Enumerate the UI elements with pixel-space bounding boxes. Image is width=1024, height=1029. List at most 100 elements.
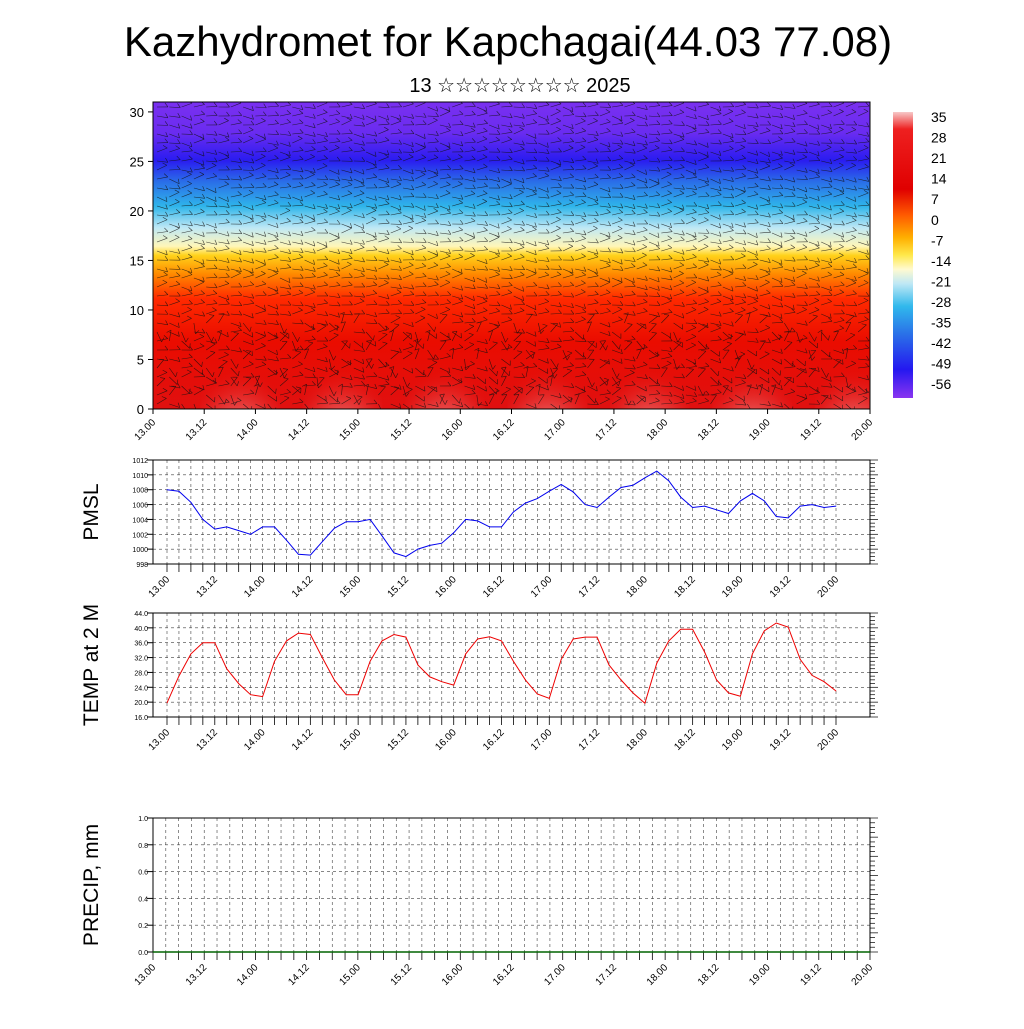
data-point <box>250 694 251 695</box>
series-line <box>167 471 836 556</box>
colorbar-label: 21 <box>931 150 947 166</box>
y-tick-label: 20 <box>130 204 144 219</box>
data-point <box>441 681 442 682</box>
data-point <box>334 679 335 680</box>
y-tick-label: 28.0 <box>134 670 148 677</box>
data-point <box>226 668 227 669</box>
x-tick-label: 19.12 <box>798 417 824 443</box>
data-point <box>204 952 205 953</box>
x-tick-label: 15.00 <box>338 727 364 753</box>
x-tick-label: 13.12 <box>184 417 210 443</box>
data-point <box>824 507 825 508</box>
data-point <box>489 636 490 637</box>
data-point <box>465 519 466 520</box>
y-tick-label: 1006 <box>132 503 148 510</box>
y-tick-label: 15 <box>130 253 144 268</box>
x-tick-label: 17.00 <box>529 574 555 600</box>
x-tick-label: 15.12 <box>386 574 412 600</box>
colorbar-label: -35 <box>931 315 951 331</box>
x-tick-label: 15.00 <box>338 417 364 443</box>
x-tick-label: 13.00 <box>133 962 159 988</box>
data-point <box>191 952 192 953</box>
data-point <box>776 516 777 517</box>
data-point <box>489 526 490 527</box>
data-point <box>665 952 666 953</box>
grid <box>153 460 870 564</box>
data-point <box>680 497 681 498</box>
data-point <box>818 952 819 953</box>
data-point <box>274 661 275 662</box>
data-point <box>306 952 307 953</box>
data-point <box>788 518 789 519</box>
data-point <box>190 502 191 503</box>
data-point <box>167 489 168 490</box>
y-tick-label: 0.4 <box>138 896 148 903</box>
x-tick-label: 18.00 <box>645 417 671 443</box>
data-point <box>153 952 154 953</box>
data-point <box>370 519 371 520</box>
data-point <box>729 952 730 953</box>
x-tick-label: 13.00 <box>133 417 159 443</box>
data-point <box>836 691 837 692</box>
data-point <box>870 952 871 953</box>
y-tick-label: 1002 <box>132 532 148 539</box>
data-point <box>788 627 789 628</box>
data-point <box>754 952 755 953</box>
colorbar-label: 7 <box>931 191 939 207</box>
x-tick-label: 14.00 <box>242 727 268 753</box>
x-tick-label: 20.00 <box>816 727 842 753</box>
data-point <box>286 540 287 541</box>
data-point <box>716 679 717 680</box>
data-point <box>217 952 218 953</box>
data-point <box>477 521 478 522</box>
colorbar-label: -49 <box>931 356 951 372</box>
y-tick-label: 10 <box>130 303 144 318</box>
y-tick-label: 1000 <box>132 547 148 554</box>
data-point <box>473 952 474 953</box>
data-point <box>806 952 807 953</box>
data-point <box>656 663 657 664</box>
x-tick-label: 16.12 <box>481 574 507 600</box>
x-tick-label: 20.00 <box>816 574 842 600</box>
data-point <box>190 653 191 654</box>
data-point <box>525 679 526 680</box>
data-point <box>780 952 781 953</box>
data-point <box>281 952 282 953</box>
data-point <box>394 634 395 635</box>
data-point <box>255 952 256 953</box>
data-point <box>202 519 203 520</box>
x-tick-label: 17.12 <box>594 417 620 443</box>
data-point <box>262 526 263 527</box>
data-point <box>561 484 562 485</box>
data-point <box>644 703 645 704</box>
data-point <box>165 952 166 953</box>
x-tick-label: 20.00 <box>850 417 876 443</box>
y-axis-title: TEMP at 2 M <box>80 604 103 726</box>
data-point <box>322 541 323 542</box>
data-point <box>609 497 610 498</box>
x-tick-label: 19.00 <box>747 962 773 988</box>
colorbar-label: -42 <box>931 335 951 351</box>
data-point <box>690 952 691 953</box>
x-tick-label: 13.12 <box>194 727 220 753</box>
data-point <box>238 683 239 684</box>
data-point <box>614 952 615 953</box>
data-point <box>550 952 551 953</box>
data-point <box>800 506 801 507</box>
x-tick-label: 15.00 <box>338 962 364 988</box>
data-point <box>537 498 538 499</box>
data-point <box>382 535 383 536</box>
y-tick-label: 36.0 <box>134 641 148 648</box>
data-point <box>656 471 657 472</box>
data-point <box>298 554 299 555</box>
x-tick-label: 20.00 <box>850 962 876 988</box>
data-point <box>453 685 454 686</box>
data-point <box>633 692 634 693</box>
colorbar-label: -21 <box>931 273 951 289</box>
data-point <box>764 630 765 631</box>
data-point <box>242 952 243 953</box>
y-tick-label: 0.6 <box>138 870 148 877</box>
data-point <box>626 952 627 953</box>
